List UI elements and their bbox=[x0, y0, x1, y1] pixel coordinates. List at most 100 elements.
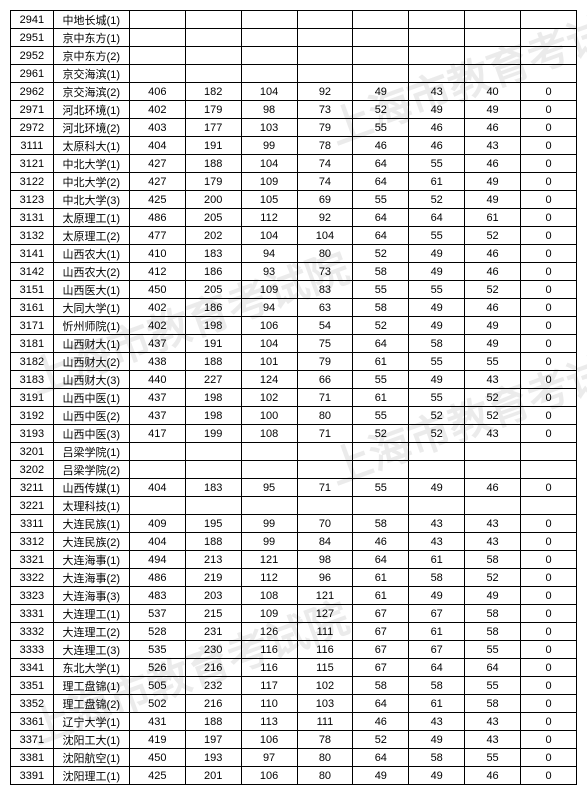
value-cell: 49 bbox=[409, 299, 465, 317]
value-cell: 437 bbox=[129, 389, 185, 407]
code-cell: 3201 bbox=[11, 443, 54, 461]
value-cell: 182 bbox=[185, 83, 241, 101]
value-cell: 80 bbox=[297, 407, 353, 425]
value-cell bbox=[465, 65, 521, 83]
value-cell: 64 bbox=[409, 209, 465, 227]
value-cell bbox=[185, 65, 241, 83]
value-cell: 198 bbox=[185, 317, 241, 335]
value-cell: 104 bbox=[241, 155, 297, 173]
value-cell: 46 bbox=[409, 119, 465, 137]
table-row: 3132太原理工(2)4772021041046455520 bbox=[11, 227, 577, 245]
value-cell: 55 bbox=[465, 353, 521, 371]
value-cell: 49 bbox=[409, 767, 465, 785]
value-cell bbox=[521, 11, 577, 29]
code-cell: 3142 bbox=[11, 263, 54, 281]
value-cell: 111 bbox=[297, 623, 353, 641]
value-cell: 108 bbox=[241, 425, 297, 443]
value-cell: 116 bbox=[241, 641, 297, 659]
code-cell: 2972 bbox=[11, 119, 54, 137]
code-cell: 3361 bbox=[11, 713, 54, 731]
value-cell: 49 bbox=[353, 83, 409, 101]
value-cell: 116 bbox=[297, 641, 353, 659]
value-cell bbox=[185, 461, 241, 479]
value-cell: 113 bbox=[241, 713, 297, 731]
value-cell: 92 bbox=[297, 83, 353, 101]
value-cell: 121 bbox=[297, 587, 353, 605]
value-cell: 49 bbox=[465, 101, 521, 119]
value-cell bbox=[185, 443, 241, 461]
name-cell: 山西农大(1) bbox=[53, 245, 129, 263]
table-row: 3123中北大学(3)425200105695552490 bbox=[11, 191, 577, 209]
code-cell: 3391 bbox=[11, 767, 54, 785]
value-cell: 486 bbox=[129, 569, 185, 587]
value-cell: 0 bbox=[521, 479, 577, 497]
name-cell: 大连民族(1) bbox=[53, 515, 129, 533]
name-cell: 吕梁学院(1) bbox=[53, 443, 129, 461]
code-cell: 3331 bbox=[11, 605, 54, 623]
value-cell: 0 bbox=[521, 641, 577, 659]
value-cell: 49 bbox=[465, 587, 521, 605]
table-row: 3352理工盘锦(2)5022161101036461580 bbox=[11, 695, 577, 713]
table-row: 3361辽宁大学(1)4311881131114643430 bbox=[11, 713, 577, 731]
code-cell: 3151 bbox=[11, 281, 54, 299]
value-cell bbox=[297, 497, 353, 515]
code-cell: 3211 bbox=[11, 479, 54, 497]
code-cell: 3183 bbox=[11, 371, 54, 389]
table-row: 3391沈阳理工(1)425201106804949460 bbox=[11, 767, 577, 785]
name-cell: 太原理工(2) bbox=[53, 227, 129, 245]
name-cell: 大连理工(3) bbox=[53, 641, 129, 659]
value-cell: 216 bbox=[185, 659, 241, 677]
value-cell: 46 bbox=[465, 263, 521, 281]
value-cell: 58 bbox=[409, 335, 465, 353]
value-cell bbox=[129, 47, 185, 65]
value-cell: 102 bbox=[241, 389, 297, 407]
name-cell: 京交海滨(1) bbox=[53, 65, 129, 83]
value-cell: 526 bbox=[129, 659, 185, 677]
table-row: 3321大连海事(1)494213121986461580 bbox=[11, 551, 577, 569]
value-cell bbox=[465, 11, 521, 29]
value-cell: 49 bbox=[409, 245, 465, 263]
value-cell: 186 bbox=[185, 263, 241, 281]
value-cell bbox=[241, 497, 297, 515]
value-cell bbox=[241, 443, 297, 461]
value-cell: 64 bbox=[353, 227, 409, 245]
value-cell: 94 bbox=[241, 245, 297, 263]
code-cell: 3171 bbox=[11, 317, 54, 335]
value-cell: 61 bbox=[353, 389, 409, 407]
value-cell: 219 bbox=[185, 569, 241, 587]
value-cell: 0 bbox=[521, 281, 577, 299]
name-cell: 山西中医(1) bbox=[53, 389, 129, 407]
value-cell: 0 bbox=[521, 425, 577, 443]
value-cell: 438 bbox=[129, 353, 185, 371]
value-cell: 440 bbox=[129, 371, 185, 389]
value-cell: 43 bbox=[409, 515, 465, 533]
value-cell bbox=[297, 47, 353, 65]
value-cell: 55 bbox=[409, 353, 465, 371]
value-cell: 486 bbox=[129, 209, 185, 227]
code-cell: 2951 bbox=[11, 29, 54, 47]
value-cell: 58 bbox=[353, 677, 409, 695]
value-cell: 402 bbox=[129, 101, 185, 119]
value-cell: 71 bbox=[297, 425, 353, 443]
value-cell: 102 bbox=[297, 677, 353, 695]
value-cell: 108 bbox=[241, 587, 297, 605]
table-row: 3171忻州师院(1)402198106545249490 bbox=[11, 317, 577, 335]
value-cell: 177 bbox=[185, 119, 241, 137]
value-cell bbox=[409, 65, 465, 83]
table-row: 2972河北环境(2)403177103795546460 bbox=[11, 119, 577, 137]
table-row: 3202吕梁学院(2) bbox=[11, 461, 577, 479]
table-row: 2962京交海滨(2)406182104924943400 bbox=[11, 83, 577, 101]
value-cell bbox=[129, 11, 185, 29]
code-cell: 3182 bbox=[11, 353, 54, 371]
value-cell: 412 bbox=[129, 263, 185, 281]
data-table: 2941中地长城(1)2951京中东方(1)2952京中东方(2)2961京交海… bbox=[10, 10, 577, 785]
value-cell bbox=[409, 47, 465, 65]
value-cell: 73 bbox=[297, 263, 353, 281]
table-row: 3312大连民族(2)40418899844643430 bbox=[11, 533, 577, 551]
name-cell: 京中东方(2) bbox=[53, 47, 129, 65]
value-cell bbox=[185, 47, 241, 65]
value-cell: 49 bbox=[409, 263, 465, 281]
code-cell: 3311 bbox=[11, 515, 54, 533]
value-cell bbox=[409, 443, 465, 461]
value-cell: 105 bbox=[241, 191, 297, 209]
